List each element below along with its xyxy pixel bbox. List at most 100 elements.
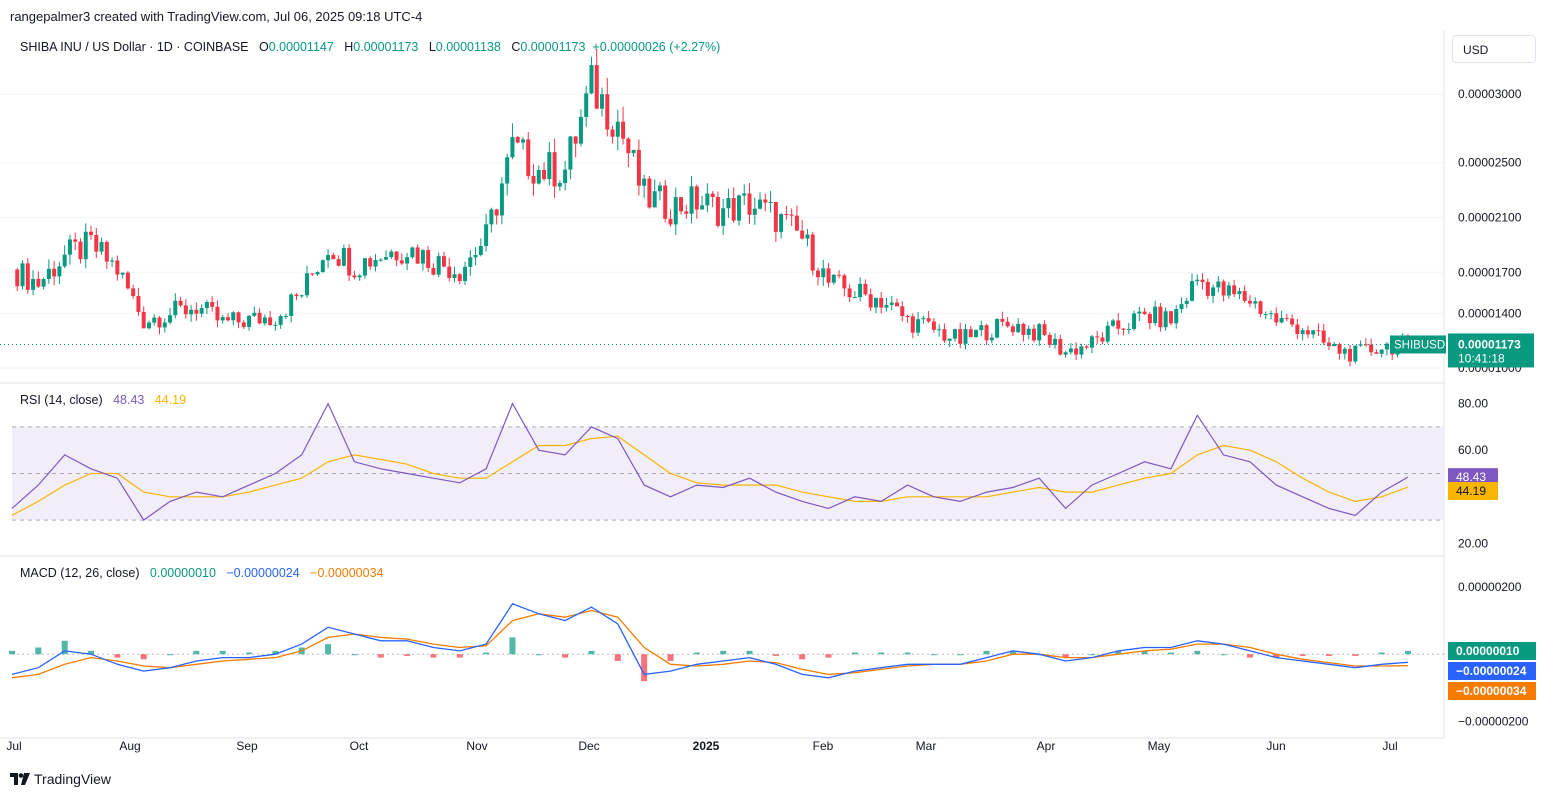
macd-label[interactable]: MACD (12, 26, close) xyxy=(20,566,140,580)
symbol-title[interactable]: SHIBA INU / US Dollar · 1D · COINBASE xyxy=(20,40,249,54)
candle-body xyxy=(1163,311,1168,328)
time-tick-label: Feb xyxy=(813,739,834,753)
macd-histogram-bar xyxy=(1405,650,1411,655)
candle-body xyxy=(1232,285,1237,295)
candle-body xyxy=(420,250,425,264)
candle-body xyxy=(563,169,568,184)
candle-body xyxy=(268,317,273,326)
candle-body xyxy=(1132,313,1137,329)
candle-body xyxy=(394,251,399,261)
candle-body xyxy=(742,193,747,196)
open-value: 0.00001147 xyxy=(268,40,334,54)
published-by: rangepalmer3 created with TradingView.co… xyxy=(10,9,423,24)
candle-body xyxy=(663,185,668,219)
macd-histogram-bar xyxy=(667,654,674,661)
candle-body xyxy=(721,208,726,226)
macd-value-badge-label: −0.00000024 xyxy=(1456,664,1527,678)
macd-histogram-bar xyxy=(1352,654,1359,656)
candle-body xyxy=(668,218,673,225)
macd-line-value: −0.00000024 xyxy=(226,566,300,580)
candle-body xyxy=(1300,330,1305,335)
rsi-legend: RSI (14, close) 48.43 44.19 xyxy=(20,393,186,407)
price-tick-label: 0.00002500 xyxy=(1458,156,1522,170)
time-tick-label: Mar xyxy=(916,739,937,753)
candle-body xyxy=(1147,314,1152,324)
time-tick-label: Oct xyxy=(350,739,369,753)
candle-body xyxy=(447,266,452,279)
candle-body xyxy=(1205,281,1210,296)
candle-body xyxy=(494,209,499,216)
candle-body xyxy=(1105,325,1110,342)
candle-body xyxy=(384,257,389,260)
candle-body xyxy=(1200,279,1205,282)
candle-body xyxy=(510,137,515,158)
candle-body xyxy=(715,196,720,226)
candle-body xyxy=(689,186,694,214)
macd-histogram-bar xyxy=(693,652,700,655)
candle-body xyxy=(1237,291,1242,295)
candle-body xyxy=(1321,330,1326,343)
candle-body xyxy=(700,205,705,210)
last-price-badge xyxy=(1448,333,1534,368)
candle-body xyxy=(805,234,810,239)
candle-body xyxy=(178,300,183,306)
candle-body xyxy=(405,257,410,264)
candle-body xyxy=(831,274,836,283)
candle-body xyxy=(1374,352,1379,354)
low-label: L xyxy=(428,40,436,54)
candle-body xyxy=(415,247,420,264)
currency-button[interactable]: USD xyxy=(1452,35,1536,63)
last-price-label: 0.00001173 xyxy=(1458,337,1521,351)
candle-body xyxy=(231,312,236,321)
macd-histogram-bar xyxy=(1062,654,1069,658)
candle-body xyxy=(431,267,436,275)
candle-body xyxy=(241,322,246,328)
candle-body xyxy=(642,178,647,186)
price-tick-label: 0.00001700 xyxy=(1458,265,1522,279)
candle-body xyxy=(684,211,689,214)
candle-body xyxy=(362,258,367,276)
candle-body xyxy=(821,268,826,278)
candle-body xyxy=(368,258,373,267)
candle-body xyxy=(1284,317,1289,319)
candle-body xyxy=(1290,318,1295,325)
candle-body xyxy=(784,214,789,216)
candle-body xyxy=(763,199,768,203)
macd-histogram-bar xyxy=(614,654,621,661)
rsi-label[interactable]: RSI (14, close) xyxy=(20,393,103,407)
candle-body xyxy=(1116,320,1121,329)
symbol-legend: SHIBA INU / US Dollar · 1D · COINBASE O0… xyxy=(20,40,720,54)
price-tick-label: 0.00003000 xyxy=(1458,87,1522,101)
candle-body xyxy=(57,266,62,277)
candle-body xyxy=(794,215,799,231)
candle-body xyxy=(900,306,905,317)
time-tick-label: Apr xyxy=(1037,739,1056,753)
macd-histogram-bar xyxy=(799,654,806,660)
macd-histogram-bar xyxy=(851,652,858,655)
candle-body xyxy=(736,195,741,221)
candle-body xyxy=(141,311,146,329)
candle-body xyxy=(852,297,857,299)
macd-value-badge-label: −0.00000034 xyxy=(1456,684,1527,698)
candle-body xyxy=(1121,328,1126,330)
tradingview-logo[interactable]: TradingView xyxy=(10,771,111,787)
candle-body xyxy=(926,318,931,322)
candle-body xyxy=(1031,328,1036,341)
macd-histogram-bar xyxy=(1246,654,1253,658)
macd-value-badge-label: 0.00000010 xyxy=(1456,644,1520,658)
macd-signal-line xyxy=(11,609,1409,679)
candle-body xyxy=(916,319,921,333)
candle-body xyxy=(189,309,194,315)
candle-body xyxy=(194,309,199,314)
candle-body xyxy=(889,302,894,305)
candle-body xyxy=(1184,300,1189,305)
time-tick-label: May xyxy=(1148,739,1171,753)
candle-body xyxy=(652,191,657,208)
time-tick-label: Jun xyxy=(1266,739,1285,753)
candle-body xyxy=(726,198,731,209)
candle-body xyxy=(1016,323,1021,333)
candle-body xyxy=(1010,326,1015,333)
candle-body xyxy=(347,247,352,276)
candle-body xyxy=(621,121,626,139)
